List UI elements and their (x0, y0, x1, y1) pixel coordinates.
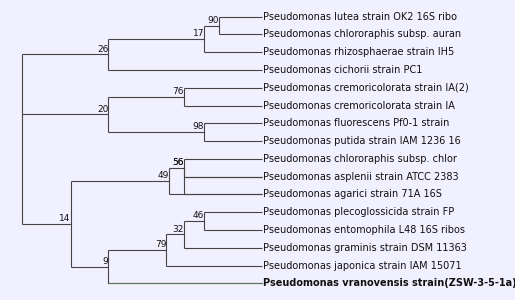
Text: Pseudomonas agarici strain 71A 16S: Pseudomonas agarici strain 71A 16S (264, 190, 442, 200)
Text: 26: 26 (97, 44, 109, 53)
Text: 98: 98 (193, 122, 204, 131)
Text: 9: 9 (102, 257, 109, 266)
Text: Pseudomonas chlororaphis subsp. chlor: Pseudomonas chlororaphis subsp. chlor (264, 154, 457, 164)
Text: Pseudomonas cremoricolorata strain IA(2): Pseudomonas cremoricolorata strain IA(2) (264, 83, 469, 93)
Text: Pseudomonas graminis strain DSM 11363: Pseudomonas graminis strain DSM 11363 (264, 243, 467, 253)
Text: 14: 14 (59, 214, 71, 223)
Text: Pseudomonas chlororaphis subsp. auran: Pseudomonas chlororaphis subsp. auran (264, 29, 461, 39)
Text: 49: 49 (158, 171, 169, 180)
Text: Pseudomonas cremoricolorata strain IA: Pseudomonas cremoricolorata strain IA (264, 100, 455, 110)
Text: Pseudomonas putida strain IAM 1236 16: Pseudomonas putida strain IAM 1236 16 (264, 136, 461, 146)
Text: 56: 56 (173, 158, 184, 167)
Text: Pseudomonas plecoglossicida strain FP: Pseudomonas plecoglossicida strain FP (264, 207, 455, 217)
Text: 79: 79 (155, 240, 166, 249)
Text: Pseudomonas cichorii strain PC1: Pseudomonas cichorii strain PC1 (264, 65, 423, 75)
Text: 76: 76 (173, 87, 184, 96)
Text: Pseudomonas entomophila L48 16S ribos: Pseudomonas entomophila L48 16S ribos (264, 225, 466, 235)
Text: Pseudomonas rhizosphaerae strain IH5: Pseudomonas rhizosphaerae strain IH5 (264, 47, 455, 57)
Text: 46: 46 (193, 211, 204, 220)
Text: 90: 90 (207, 16, 218, 25)
Text: Pseudomonas asplenii strain ATCC 2383: Pseudomonas asplenii strain ATCC 2383 (264, 172, 459, 182)
Text: Pseudomonas lutea strain OK2 16S ribo: Pseudomonas lutea strain OK2 16S ribo (264, 12, 457, 22)
Text: Pseudomonas fluorescens Pf0-1 strain: Pseudomonas fluorescens Pf0-1 strain (264, 118, 450, 128)
Text: 17: 17 (193, 29, 204, 38)
Text: 32: 32 (173, 225, 184, 234)
Text: Pseudomonas vranovensis strain(ZSW-3-5-1a): Pseudomonas vranovensis strain(ZSW-3-5-1… (264, 278, 515, 288)
Text: 56: 56 (173, 158, 184, 167)
Text: Pseudomonas japonica strain IAM 15071: Pseudomonas japonica strain IAM 15071 (264, 261, 462, 271)
Text: 20: 20 (97, 104, 109, 113)
